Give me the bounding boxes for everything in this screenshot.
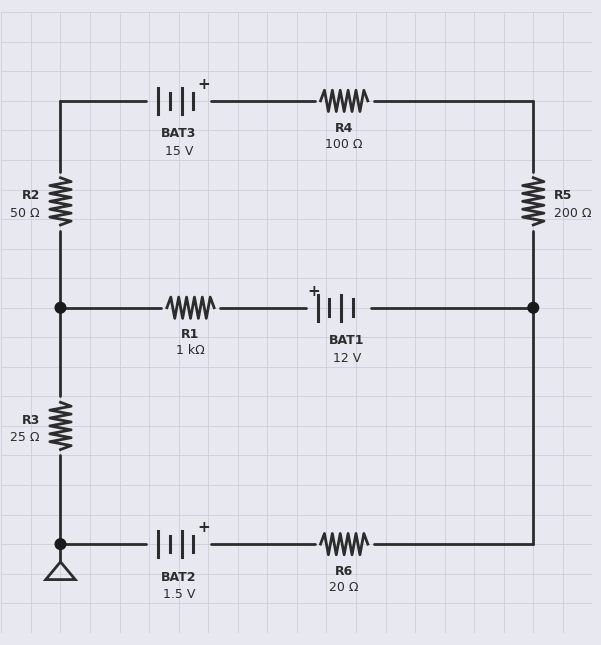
Text: +: + xyxy=(307,284,320,299)
Text: 50 Ω: 50 Ω xyxy=(10,206,40,220)
Text: BAT2: BAT2 xyxy=(161,571,197,584)
Text: R6: R6 xyxy=(335,565,353,578)
Text: R2: R2 xyxy=(22,189,40,202)
Text: +: + xyxy=(197,520,210,535)
Text: 200 Ω: 200 Ω xyxy=(554,206,591,220)
Text: 20 Ω: 20 Ω xyxy=(329,580,359,594)
Text: R5: R5 xyxy=(554,189,572,202)
Circle shape xyxy=(55,303,66,313)
Text: 1 kΩ: 1 kΩ xyxy=(176,344,205,357)
Circle shape xyxy=(528,303,538,313)
Text: +: + xyxy=(197,77,210,92)
Text: BAT1: BAT1 xyxy=(329,334,365,347)
Text: 1.5 V: 1.5 V xyxy=(162,588,195,601)
Text: R3: R3 xyxy=(22,413,40,426)
Text: 100 Ω: 100 Ω xyxy=(325,137,363,150)
Text: R1: R1 xyxy=(182,328,200,341)
Text: R4: R4 xyxy=(335,121,353,135)
Text: 25 Ω: 25 Ω xyxy=(10,432,40,444)
Circle shape xyxy=(55,539,66,550)
Text: 15 V: 15 V xyxy=(165,145,193,158)
Text: BAT3: BAT3 xyxy=(161,128,197,141)
Text: 12 V: 12 V xyxy=(333,352,361,365)
